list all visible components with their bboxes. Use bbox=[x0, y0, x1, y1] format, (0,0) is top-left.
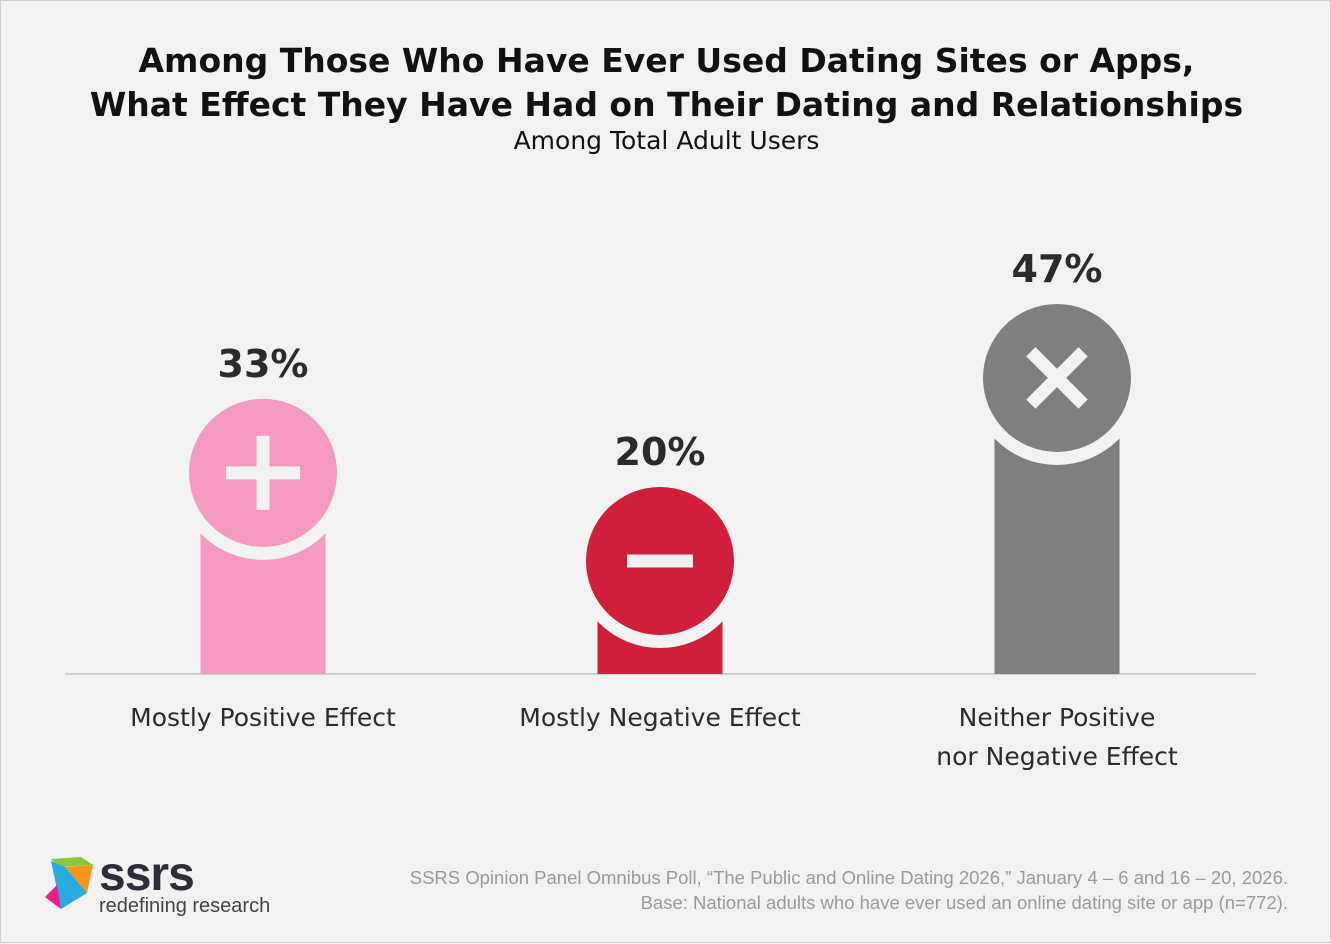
title-line-2: What Effect They Have Had on Their Datin… bbox=[89, 85, 1244, 124]
footnote: SSRS Opinion Panel Omnibus Poll, “The Pu… bbox=[410, 865, 1288, 915]
minus-icon bbox=[627, 554, 693, 568]
source-note: SSRS Opinion Panel Omnibus Poll, “The Pu… bbox=[409, 867, 1288, 888]
plus-icon bbox=[226, 435, 300, 510]
category-label: Neither Positive bbox=[959, 703, 1156, 732]
chart-subtitle: Among Total Adult Users bbox=[513, 126, 820, 155]
category-label: nor Negative Effect bbox=[936, 742, 1178, 771]
logo-tagline: redefining research bbox=[99, 895, 271, 917]
data-label: 47% bbox=[1012, 247, 1103, 291]
base-note: Base: National adults who have ever used… bbox=[640, 892, 1288, 913]
category-label: Mostly Negative Effect bbox=[519, 703, 801, 732]
logo-wordmark: ssrs bbox=[99, 848, 195, 901]
data-label: 33% bbox=[218, 342, 309, 386]
category-label: Mostly Positive Effect bbox=[130, 703, 396, 732]
data-label: 20% bbox=[615, 430, 706, 474]
title-line-1: Among Those Who Have Ever Used Dating Si… bbox=[138, 41, 1195, 80]
ssrs-logo-mark bbox=[45, 857, 93, 909]
chart-title: Among Those Who Have Ever Used Dating Si… bbox=[1, 39, 1331, 127]
x-icon bbox=[1026, 347, 1088, 409]
